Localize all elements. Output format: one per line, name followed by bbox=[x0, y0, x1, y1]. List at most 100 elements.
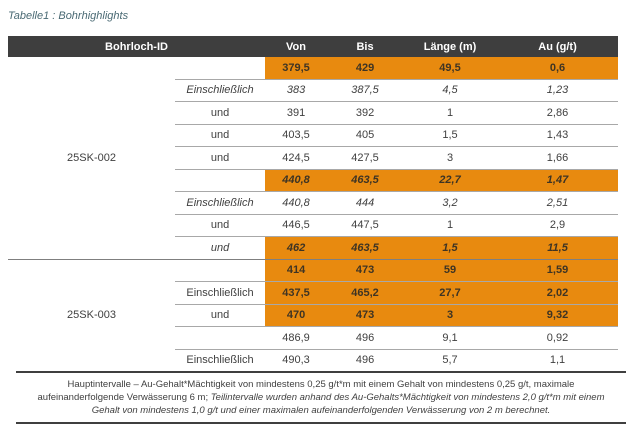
table-row: und 403,5 405 1,5 1,43 bbox=[8, 123, 619, 147]
table-row: und 391 392 1 2,86 bbox=[8, 101, 619, 124]
cell-au: 2,51 bbox=[497, 191, 619, 214]
interval-label: und bbox=[175, 213, 266, 237]
table-row: und 470 473 3 9,32 bbox=[8, 303, 619, 327]
cell-laenge: 1 bbox=[403, 101, 498, 124]
cell-von: 437,5 bbox=[265, 281, 328, 304]
cell-von: 379,5 bbox=[265, 57, 328, 79]
cell-von: 440,8 bbox=[265, 191, 328, 214]
cell-au: 9,32 bbox=[497, 303, 619, 327]
cell-laenge: 5,7 bbox=[403, 348, 498, 371]
cell-von: 424,5 bbox=[265, 146, 328, 169]
cell-bis: 496 bbox=[327, 348, 404, 371]
cell-au: 1,59 bbox=[497, 258, 619, 282]
cell-bis: 427,5 bbox=[327, 146, 404, 169]
cell-au: 2,02 bbox=[497, 281, 619, 304]
cell-laenge: 49,5 bbox=[403, 57, 498, 79]
cell-bis: 392 bbox=[327, 101, 404, 124]
interval-label: und bbox=[175, 303, 266, 327]
cell-von: 383 bbox=[265, 78, 328, 102]
cell-bis: 473 bbox=[327, 303, 404, 327]
table-row: 486,9 496 9,1 0,92 bbox=[8, 326, 619, 349]
cell-laenge: 1 bbox=[403, 213, 498, 237]
cell-au: 1,66 bbox=[497, 146, 619, 169]
interval-label: Einschließlich bbox=[175, 348, 266, 371]
cell-von: 403,5 bbox=[265, 123, 328, 147]
cell-au: 2,86 bbox=[497, 101, 619, 124]
table-header: Bohrloch-ID Von Bis Länge (m) Au (g/t) bbox=[8, 36, 619, 57]
cell-au: 0,92 bbox=[497, 326, 619, 349]
header-au: Au (g/t) bbox=[497, 36, 619, 57]
interval-label: und bbox=[175, 101, 266, 124]
header-borehole-id: Bohrloch-ID bbox=[8, 36, 266, 57]
cell-au: 0,6 bbox=[497, 57, 619, 79]
cell-bis: 429 bbox=[327, 57, 404, 79]
table-row: Einschließlich 490,3 496 5,7 1,1 bbox=[8, 348, 619, 371]
footnote: Hauptintervalle – Au-Gehalt*Mächtigkeit … bbox=[16, 371, 626, 424]
table-row: 440,8 463,5 22,7 1,47 bbox=[8, 168, 619, 192]
cell-bis: 444 bbox=[327, 191, 404, 214]
cell-laenge: 1,5 bbox=[403, 123, 498, 147]
interval-label bbox=[175, 326, 266, 349]
cell-von: 486,9 bbox=[265, 326, 328, 349]
interval-label bbox=[175, 258, 266, 282]
cell-laenge: 3 bbox=[403, 303, 498, 327]
cell-von: 446,5 bbox=[265, 213, 328, 237]
header-laenge: Länge (m) bbox=[403, 36, 498, 57]
cell-bis: 473 bbox=[327, 258, 404, 282]
header-row: Bohrloch-ID Von Bis Länge (m) Au (g/t) bbox=[8, 36, 619, 57]
cell-laenge: 1,5 bbox=[403, 236, 498, 259]
cell-laenge: 59 bbox=[403, 258, 498, 282]
header-bis: Bis bbox=[327, 36, 404, 57]
cell-bis: 387,5 bbox=[327, 78, 404, 102]
cell-laenge: 22,7 bbox=[403, 168, 498, 192]
table-body: 25SK-002 379,5 429 49,5 0,6 Einschließlich 383… bbox=[8, 57, 619, 371]
cell-laenge: 4,5 bbox=[403, 78, 498, 102]
cell-bis: 465,2 bbox=[327, 281, 404, 304]
interval-label: und bbox=[175, 146, 266, 169]
cell-laenge: 27,7 bbox=[403, 281, 498, 304]
header-von: Von bbox=[265, 36, 328, 57]
cell-laenge: 3 bbox=[403, 146, 498, 169]
table-row: 25SK-003 414 473 59 1,59 bbox=[8, 258, 619, 371]
cell-au: 1,23 bbox=[497, 78, 619, 102]
cell-au: 1,1 bbox=[497, 348, 619, 371]
interval-label: und bbox=[175, 236, 266, 259]
cell-laenge: 3,2 bbox=[403, 191, 498, 214]
table-caption: Tabelle1 : Bohrhighlights bbox=[8, 10, 129, 22]
borehole-id: 25SK-003 bbox=[8, 258, 175, 371]
interval-label: Einschließlich bbox=[175, 191, 266, 214]
cell-laenge: 9,1 bbox=[403, 326, 498, 349]
table-row: 25SK-002 379,5 429 49,5 0,6 bbox=[8, 57, 619, 259]
table-row: Einschließlich 383 387,5 4,5 1,23 bbox=[8, 78, 619, 102]
table-row: und 424,5 427,5 3 1,66 bbox=[8, 146, 619, 169]
cell-bis: 405 bbox=[327, 123, 404, 147]
interval-label: und bbox=[175, 123, 266, 147]
interval-label: Einschließlich bbox=[175, 281, 266, 304]
drill-results-table: Bohrloch-ID Von Bis Länge (m) Au (g/t) 2… bbox=[8, 36, 619, 371]
cell-von: 470 bbox=[265, 303, 328, 327]
cell-au: 11,5 bbox=[497, 236, 619, 259]
table-row: Einschließlich 440,8 444 3,2 2,51 bbox=[8, 191, 619, 214]
borehole-id: 25SK-002 bbox=[8, 57, 175, 259]
interval-label: Einschließlich bbox=[175, 78, 266, 102]
cell-bis: 463,5 bbox=[327, 168, 404, 192]
footnote-main: Hauptintervalle – Au-Gehalt*Mächtigkeit … bbox=[37, 379, 575, 403]
cell-bis: 496 bbox=[327, 326, 404, 349]
cell-von: 414 bbox=[265, 258, 328, 282]
cell-bis: 463,5 bbox=[327, 236, 404, 259]
table-row: und 446,5 447,5 1 2,9 bbox=[8, 213, 619, 237]
cell-von: 391 bbox=[265, 101, 328, 124]
table-row: Einschließlich 437,5 465,2 27,7 2,02 bbox=[8, 281, 619, 304]
cell-au: 2,9 bbox=[497, 213, 619, 237]
interval-label bbox=[175, 168, 266, 192]
table-row: und 462 463,5 1,5 11,5 bbox=[8, 236, 619, 259]
cell-au: 1,43 bbox=[497, 123, 619, 147]
cell-von: 462 bbox=[265, 236, 328, 259]
interval-label bbox=[175, 57, 265, 79]
cell-bis: 447,5 bbox=[327, 213, 404, 237]
footnote-italic: Teilintervalle wurden anhand des Au-Geha… bbox=[91, 392, 605, 416]
cell-von: 440,8 bbox=[265, 168, 328, 192]
cell-au: 1,47 bbox=[497, 168, 619, 192]
cell-von: 490,3 bbox=[265, 348, 328, 371]
